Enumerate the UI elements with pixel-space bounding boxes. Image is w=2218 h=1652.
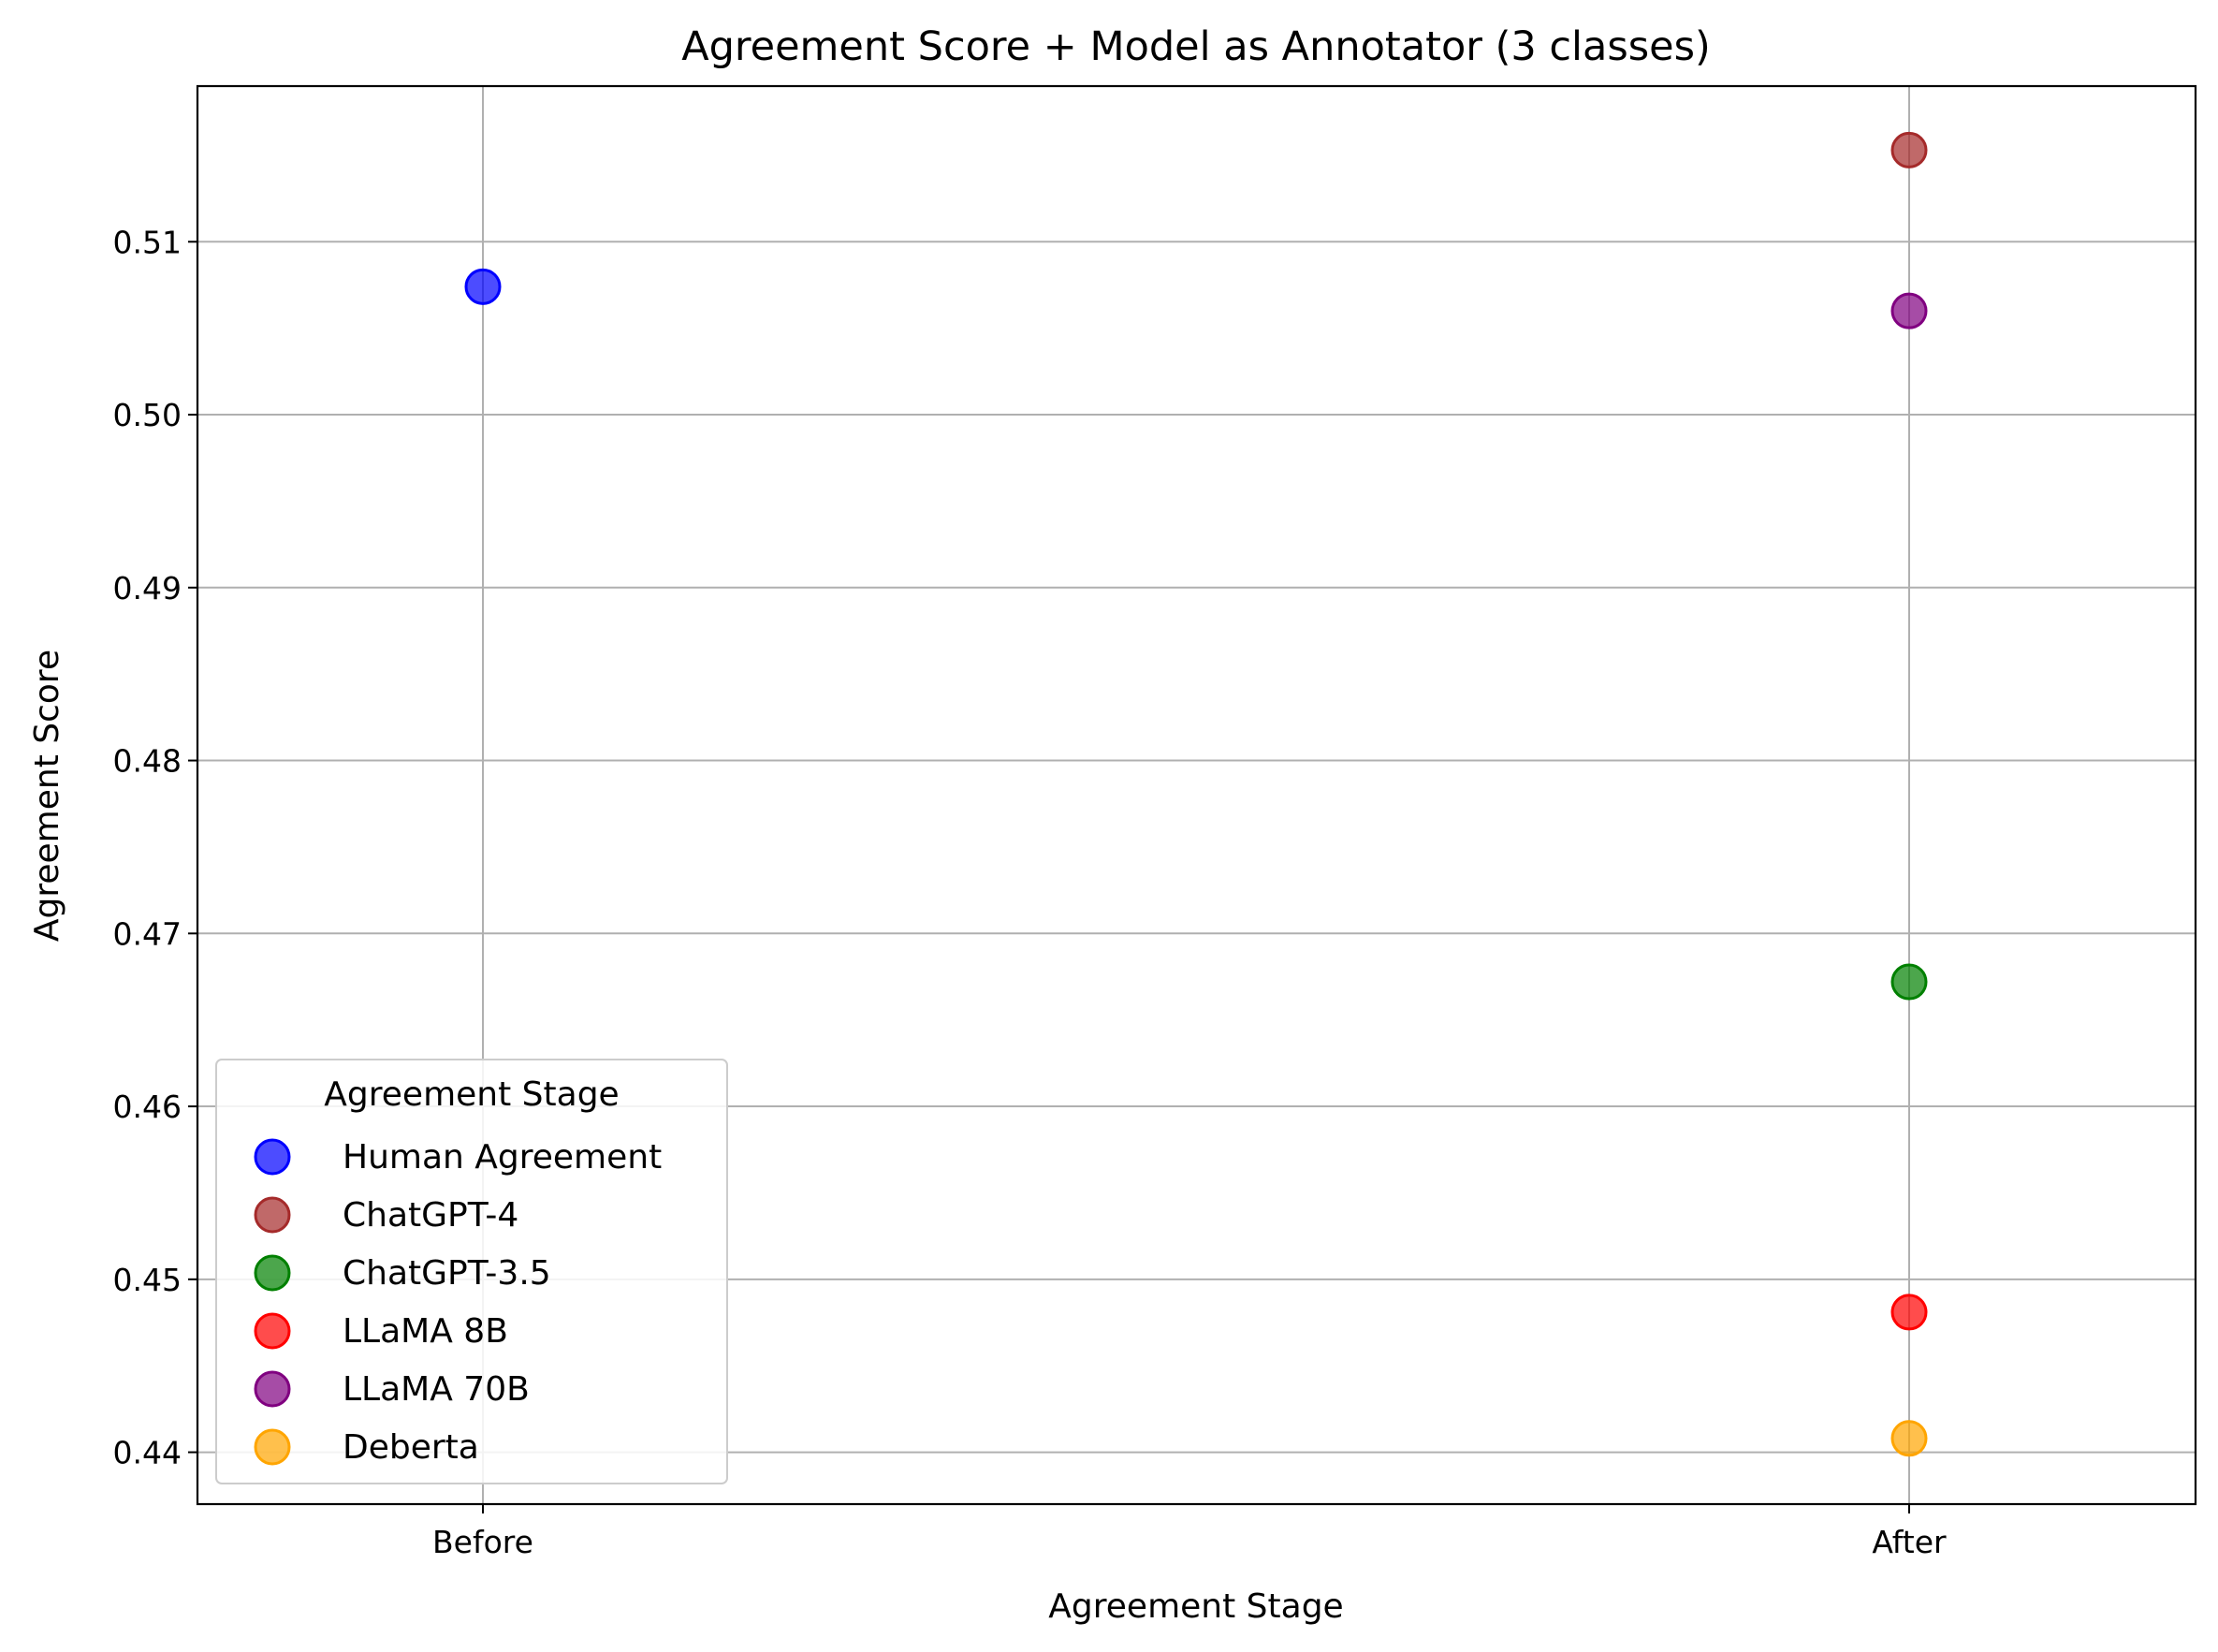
data-point [464,268,502,305]
legend-marker [254,1370,291,1408]
data-point [1890,131,1928,168]
y-tick-label: 0.48 [113,743,182,780]
x-tick-label: Before [432,1524,533,1560]
data-point [1890,1420,1928,1457]
legend-marker [254,1428,291,1466]
x-tick-label: After [1872,1524,1947,1560]
data-point [1890,292,1928,329]
y-tick-label: 0.51 [113,224,182,260]
legend-label: LLaMA 70B [343,1370,530,1409]
legend-box [215,1059,728,1484]
legend-marker [254,1254,291,1292]
legend-label: ChatGPT-3.5 [343,1254,551,1293]
legend-label: ChatGPT-4 [343,1196,518,1235]
legend-label: LLaMA 8B [343,1312,508,1351]
y-tick-label: 0.50 [113,397,182,433]
legend: Agreement Stage Human Agreement ChatGPT-4 C… [215,1059,728,1484]
legend-marker [254,1138,291,1176]
legend-label: Human Agreement [343,1138,662,1177]
x-axis-label: Agreement Stage [1048,1587,1343,1626]
data-points [464,131,1928,1457]
legend-title: Agreement Stage [324,1075,619,1114]
y-tick-label: 0.49 [113,570,182,607]
legend-label: Deberta [343,1428,479,1467]
legend-marker [254,1312,291,1350]
chart-title: Agreement Score + Model as Annotator (3 … [681,23,1711,70]
legend-marker [254,1196,291,1234]
data-point [1890,963,1928,1001]
y-tick-label: 0.47 [113,915,182,952]
y-axis-label: Agreement Score [28,650,66,942]
y-tick-label: 0.45 [113,1262,182,1298]
data-point [1890,1294,1928,1331]
plot-frame [196,84,2197,1506]
y-tick-label: 0.46 [113,1089,182,1125]
y-tick-label: 0.44 [113,1435,182,1471]
axis-ticks: 0.44 0.45 0.46 0.47 0.48 0.49 0.50 0.51 Before Af… [113,224,1948,1560]
